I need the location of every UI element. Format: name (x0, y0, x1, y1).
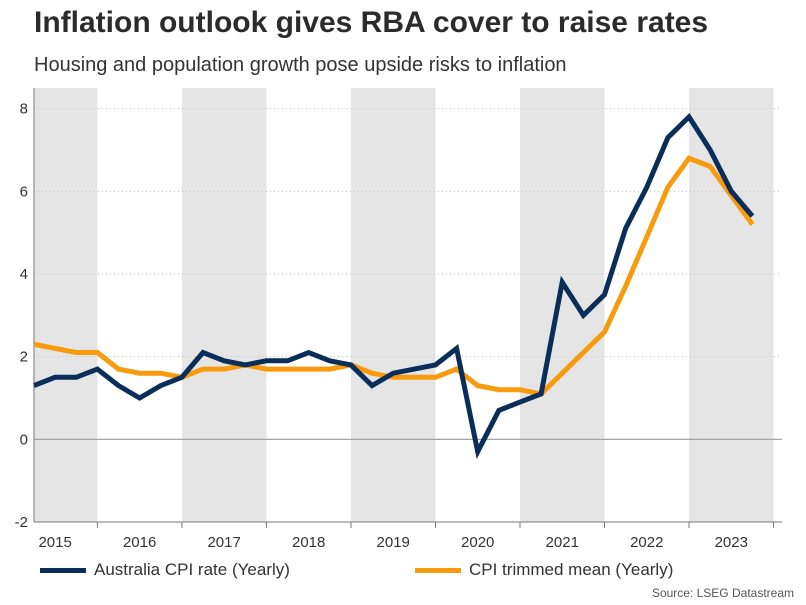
chart-subtitle: Housing and population growth pose upsid… (34, 54, 567, 76)
legend-swatch-trimmed-mean (415, 567, 461, 573)
legend-swatch-cpi (40, 567, 86, 573)
legend: Australia CPI rate (Yearly) CPI trimmed … (0, 560, 806, 584)
year-band-2017 (181, 88, 267, 522)
x-tick-label: 2018 (292, 534, 325, 551)
y-tick-label: 2 (20, 349, 28, 366)
x-tick-label: 2020 (461, 534, 494, 551)
series-line-trimmed-mean (33, 155, 755, 397)
y-tick-label: 6 (20, 183, 28, 200)
x-tick-label: 2021 (546, 534, 579, 551)
y-tick-label: 8 (20, 101, 28, 118)
series-line-cpi (33, 112, 755, 460)
y-tick-label: 4 (20, 266, 28, 283)
legend-label-trimmed-mean: CPI trimmed mean (Yearly) (469, 560, 674, 579)
year-band-2015 (34, 88, 98, 522)
year-band-2019 (350, 88, 436, 522)
legend-label-cpi: Australia CPI rate (Yearly) (94, 560, 290, 579)
chart-title: Inflation outlook gives RBA cover to rai… (34, 6, 709, 39)
x-tick-label: 2023 (715, 534, 748, 551)
x-tick-label: 2017 (207, 534, 240, 551)
legend-item-cpi: Australia CPI rate (Yearly) (40, 560, 290, 580)
x-tick-label: 2019 (377, 534, 410, 551)
y-tick-label: 0 (20, 431, 28, 448)
x-tick-label: 2022 (630, 534, 663, 551)
x-tick-label: 2016 (123, 534, 156, 551)
legend-item-trimmed-mean: CPI trimmed mean (Yearly) (415, 560, 673, 580)
year-band-2023 (689, 88, 774, 522)
x-tick-label: 2015 (38, 534, 71, 551)
y-tick-label: -2 (15, 514, 28, 531)
source-note: Source: LSEG Datastream (651, 586, 794, 600)
